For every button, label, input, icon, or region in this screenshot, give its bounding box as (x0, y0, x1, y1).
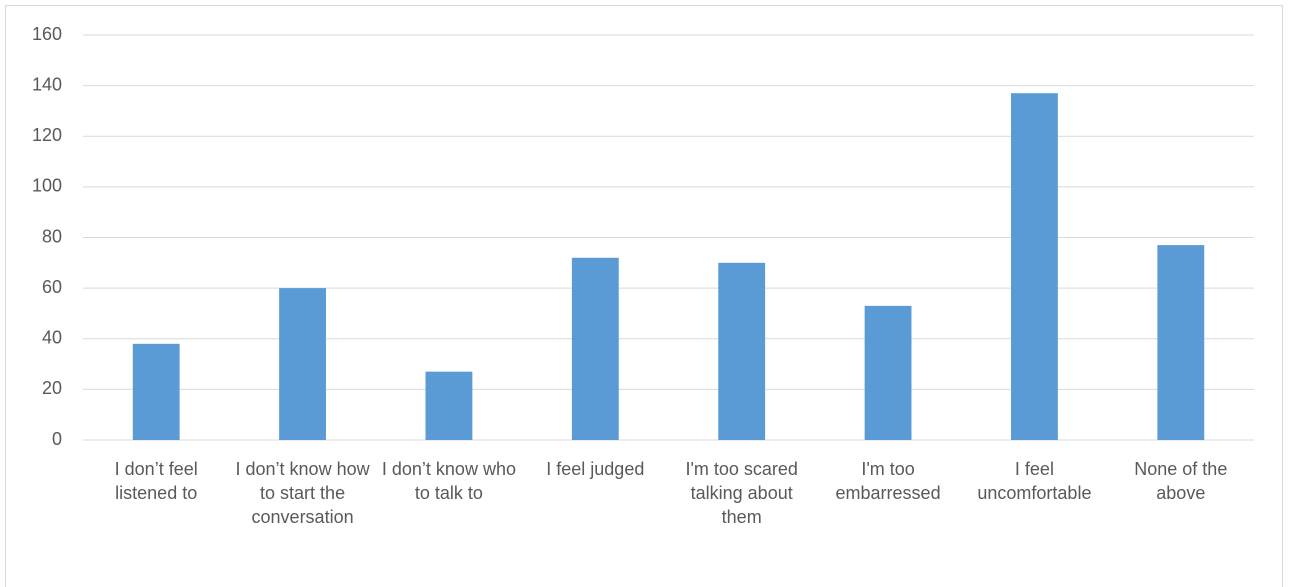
bar (1157, 245, 1205, 440)
bar (1011, 93, 1058, 440)
x-tick-label: I don’t know how to start the conversati… (235, 459, 370, 527)
y-tick-label: 20 (42, 378, 62, 398)
x-tick-label: I'm too embarressed (835, 459, 941, 503)
x-tick-label: I feel uncomfortable (977, 459, 1092, 503)
bar (132, 343, 180, 440)
chart-border (5, 5, 1283, 587)
y-tick-label: 80 (42, 226, 62, 246)
x-tick-label: I don’t feel listened to (114, 459, 198, 503)
y-tick-label: 0 (52, 429, 62, 449)
y-tick-label: 100 (32, 176, 62, 196)
bar (864, 305, 912, 440)
bar (425, 371, 473, 440)
y-tick-label: 60 (42, 277, 62, 297)
y-tick-label: 120 (32, 125, 62, 145)
bar (571, 257, 619, 440)
bar (718, 262, 766, 440)
x-tick-label: I'm too scared talking about them (685, 459, 798, 527)
bar (279, 288, 326, 440)
x-tick-label: None of the above (1134, 459, 1228, 503)
x-tick-label: I don’t know who to talk to (381, 459, 516, 503)
y-tick-label: 160 (32, 24, 62, 44)
y-tick-label: 140 (32, 74, 62, 94)
x-tick-label: I feel judged (546, 459, 645, 479)
y-tick-label: 40 (42, 328, 62, 348)
